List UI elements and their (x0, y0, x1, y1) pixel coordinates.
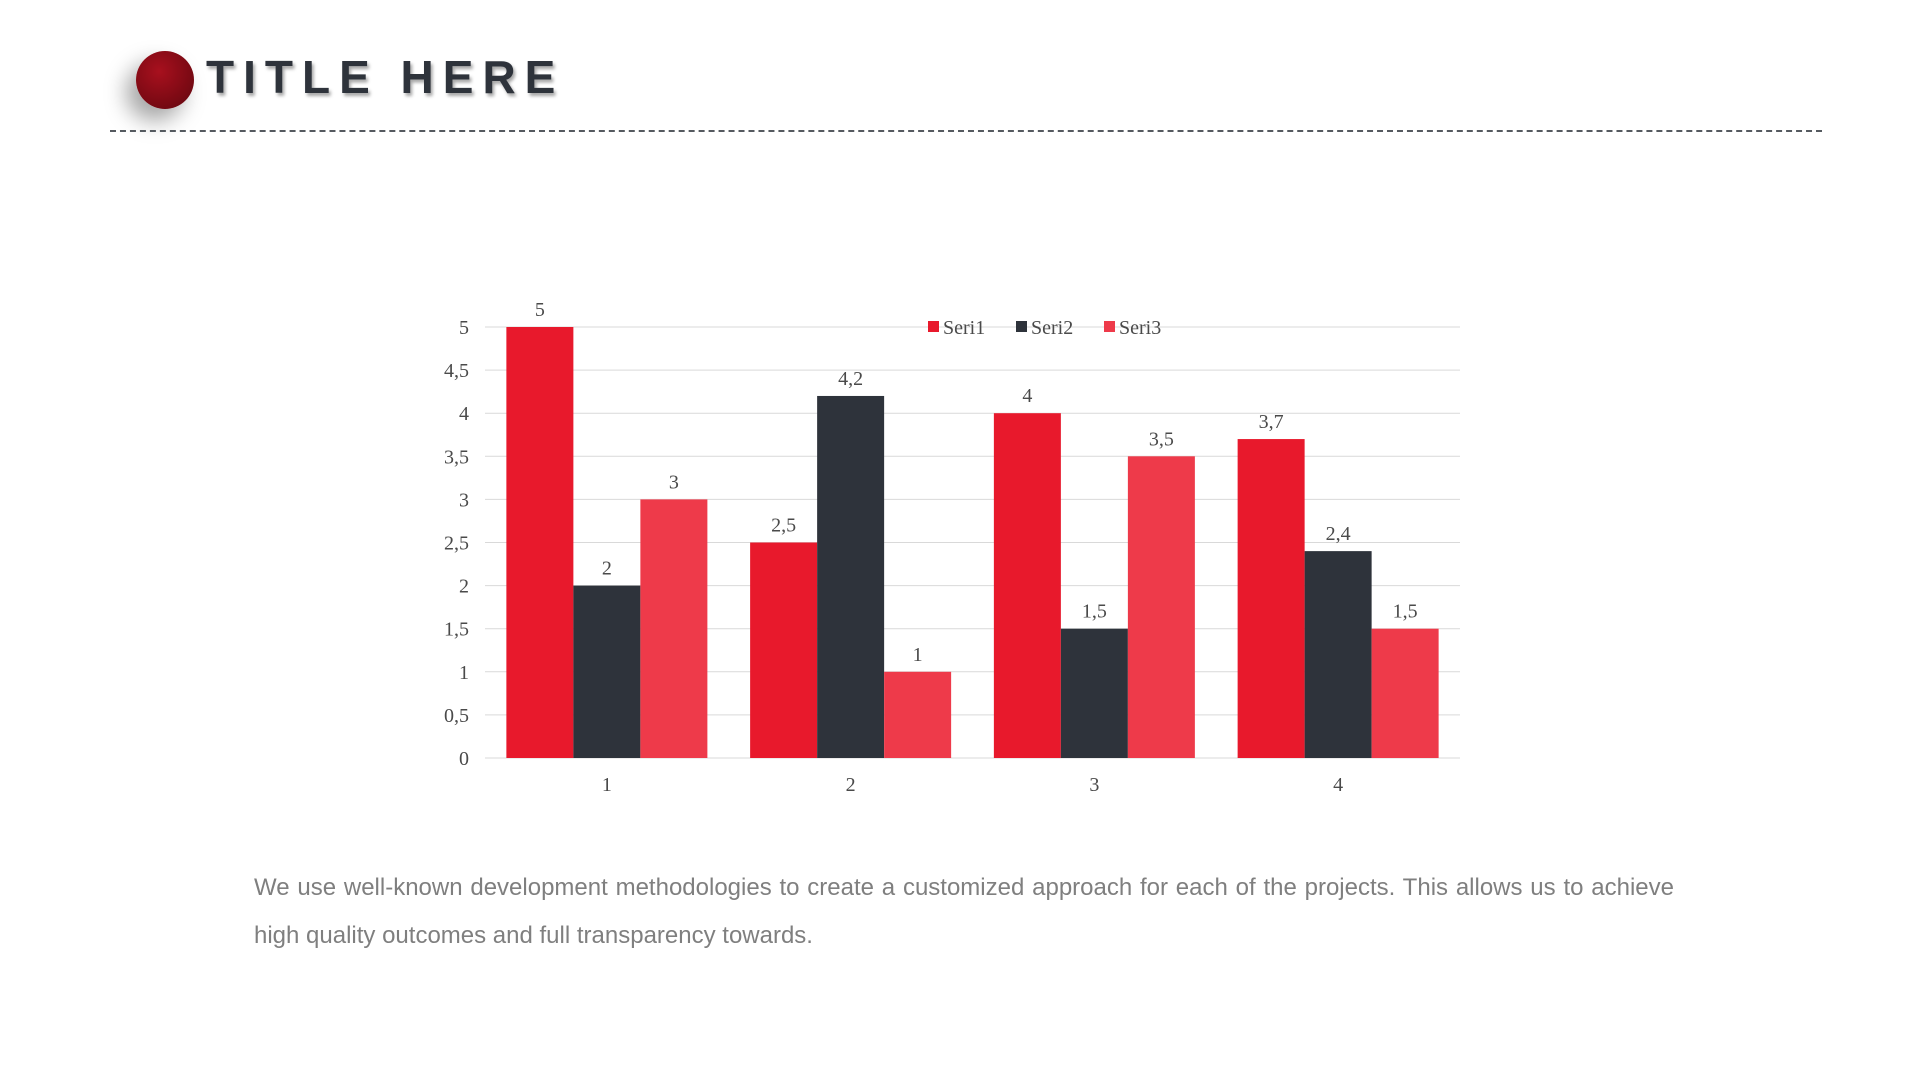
y-tick-label: 1 (459, 662, 469, 684)
bar-seri3-4 (1371, 628, 1439, 758)
title-bullet-circle (136, 51, 194, 109)
y-tick-label: 2 (459, 576, 469, 598)
data-label: 4,2 (838, 368, 863, 390)
legend-swatch (1016, 321, 1027, 332)
body-paragraph: We use well-known development methodolog… (254, 874, 1674, 949)
bar-seri1-1 (506, 327, 574, 758)
legend-label: Seri3 (1119, 317, 1161, 339)
x-tick-label: 4 (1333, 774, 1343, 796)
data-label: 5 (535, 299, 545, 321)
bar-seri3-1 (640, 499, 708, 758)
bar-seri2-4 (1304, 551, 1372, 758)
slide-title: TITLE HERE (206, 51, 565, 103)
bar-chart: 0 0,5 1 1,5 2 2,5 3 3,5 4 4,5 5 5 2 3 1 2,5 4,2 1 2 4 1,5 3,5… (444, 299, 1460, 796)
legend-label: Seri1 (943, 317, 985, 339)
bar-seri1-3 (993, 413, 1061, 758)
legend-label: Seri2 (1031, 317, 1073, 339)
legend-swatch (928, 321, 939, 332)
y-tick-label: 3 (459, 489, 469, 511)
x-tick-label: 1 (602, 774, 612, 796)
y-tick-label: 0,5 (444, 705, 469, 727)
data-label: 2 (602, 558, 612, 580)
x-tick-label: 2 (846, 774, 856, 796)
y-tick-label: 0 (459, 748, 469, 770)
x-tick-label: 3 (1089, 774, 1099, 796)
bar-seri2-1 (573, 585, 641, 758)
data-label: 1 (913, 644, 923, 666)
data-label: 3,7 (1259, 411, 1284, 433)
y-tick-label: 4 (459, 403, 469, 425)
bar-seri1-4 (1237, 439, 1305, 758)
bar-seri2-2 (817, 395, 885, 758)
y-tick-label: 1,5 (444, 619, 469, 641)
y-tick-label: 3,5 (444, 446, 469, 468)
bar-seri3-3 (1127, 456, 1195, 758)
data-label: 1,5 (1082, 601, 1107, 623)
data-label: 3,5 (1149, 428, 1174, 450)
data-label: 2,4 (1326, 523, 1351, 545)
y-tick-label: 2,5 (444, 533, 469, 555)
data-label: 4 (1022, 385, 1032, 407)
title-divider (110, 130, 1822, 132)
bar-seri3-2 (884, 671, 952, 758)
data-label: 3 (669, 471, 679, 493)
legend-swatch (1104, 321, 1115, 332)
y-tick-label: 4,5 (444, 360, 469, 382)
data-label: 1,5 (1393, 601, 1418, 623)
data-label: 2,5 (771, 515, 796, 537)
title-area: TITLE HERE (0, 0, 1920, 140)
y-tick-label: 5 (459, 317, 469, 339)
bar-seri2-3 (1060, 628, 1128, 758)
bar-seri1-2 (750, 542, 818, 758)
